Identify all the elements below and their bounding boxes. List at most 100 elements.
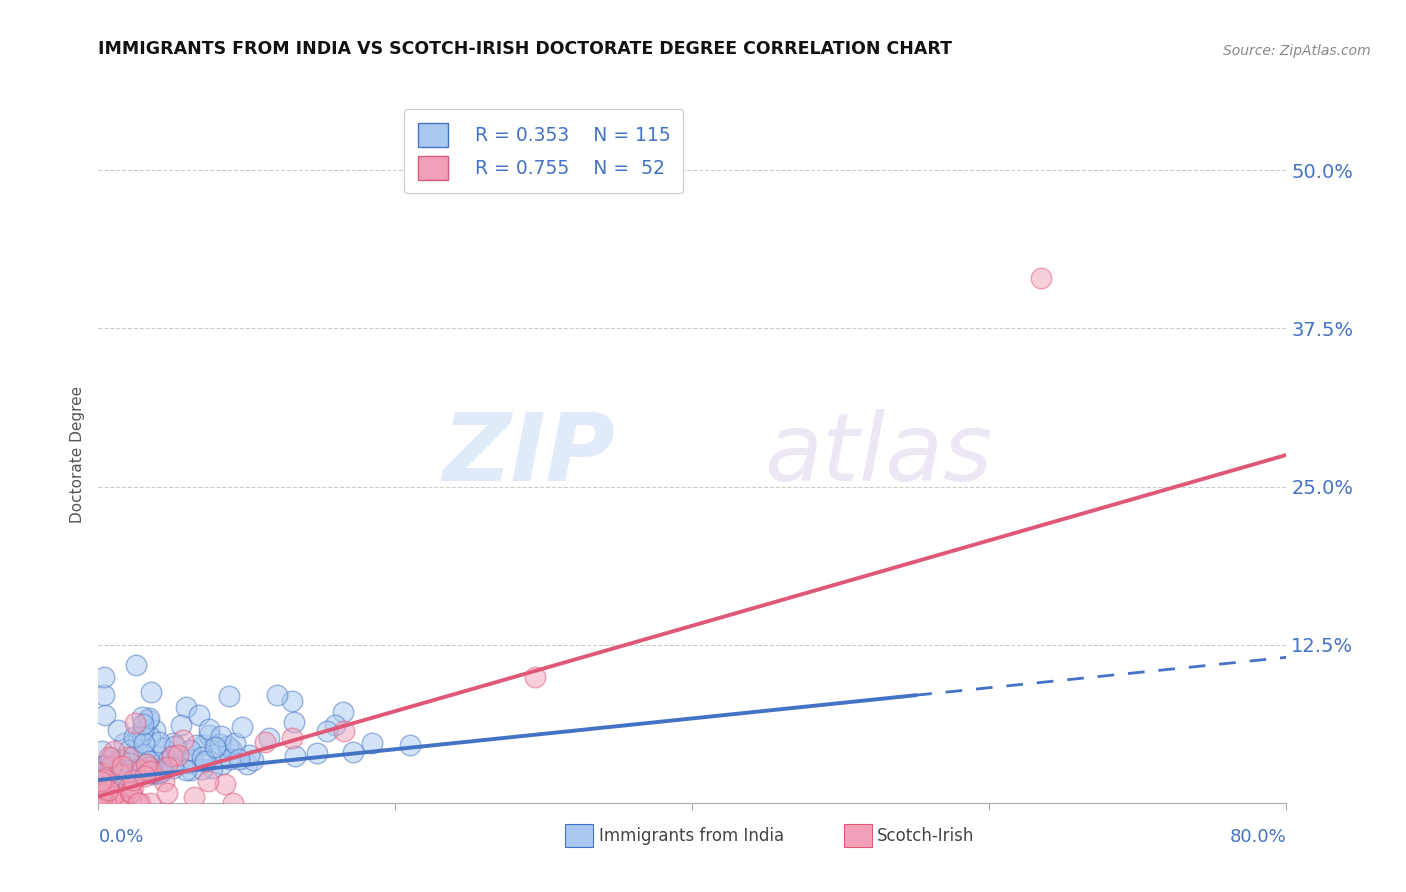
Point [332,706,354,720]
Point [148,763,170,777]
Point [112,736,135,750]
Point [93,689,115,703]
Point [90,744,112,758]
Point [143,723,166,737]
Text: Source: ZipAtlas.com: Source: ZipAtlas.com [1223,44,1371,58]
Point [211,757,233,772]
Point [118,780,141,794]
Point [122,749,145,764]
Point [100,751,122,765]
Point [139,764,162,779]
Text: atlas: atlas [763,409,993,500]
Point [93,671,115,685]
Point [93,768,115,782]
Point [198,722,221,736]
Point [111,796,134,810]
Point [156,753,179,767]
Point [218,689,240,703]
Point [325,718,347,732]
Text: Immigrants from India: Immigrants from India [599,827,785,845]
Point [90,759,112,773]
Point [231,720,253,734]
Point [281,731,304,746]
Point [174,763,197,777]
Point [103,756,125,770]
Point [127,732,149,747]
Point [91,796,114,810]
Point [108,766,131,780]
Point [117,750,139,764]
Point [108,795,131,809]
Point [100,759,122,773]
Point [183,789,205,804]
Point [115,763,138,777]
Point [117,764,139,779]
Point [138,760,160,774]
Point [283,715,305,730]
Point [191,762,214,776]
Point [138,711,160,725]
Point [90,766,112,780]
Point [305,746,328,760]
Point [284,748,307,763]
Point [96,769,118,783]
Point [104,757,127,772]
Point [129,796,152,810]
Point [180,763,202,777]
Point [125,759,148,773]
Point [190,750,212,764]
Point [124,765,146,780]
Point [193,738,215,752]
Point [136,759,159,773]
Point [169,717,191,731]
Point [148,766,170,780]
Text: ZIP: ZIP [443,409,616,501]
Point [194,754,217,768]
Point [122,772,145,787]
Point [242,753,264,767]
Point [188,707,211,722]
Text: 80.0%: 80.0% [1230,828,1286,846]
Point [399,738,422,752]
Point [221,796,243,810]
Point [129,764,152,778]
Point [138,754,160,768]
Point [316,724,339,739]
Point [90,765,112,780]
Point [228,752,250,766]
Point [361,736,384,750]
Point [108,767,131,781]
Point [224,736,246,750]
Point [207,744,229,758]
Point [96,796,118,810]
Point [156,786,179,800]
Point [184,738,207,752]
Y-axis label: Doctorate Degree: Doctorate Degree [69,386,84,524]
Point [125,657,148,672]
Point [103,744,125,758]
Point [97,783,120,797]
Point [152,773,174,788]
Point [132,747,155,761]
Point [136,757,159,772]
Point [236,757,259,772]
Point [124,715,146,730]
Point [118,785,141,799]
Point [523,670,546,684]
Point [91,759,114,773]
Point [90,787,112,801]
Point [121,785,143,799]
Point [342,745,364,759]
Point [172,733,194,747]
Point [139,730,162,744]
Point [107,789,129,803]
Legend:   R = 0.353    N = 115,   R = 0.755    N =  52: R = 0.353 N = 115, R = 0.755 N = 52 [405,110,683,194]
Point [266,688,288,702]
Point [111,759,134,773]
Point [118,742,141,756]
Point [132,717,155,731]
Point [136,714,159,728]
Point [1031,270,1053,285]
Text: IMMIGRANTS FROM INDIA VS SCOTCH-IRISH DOCTORATE DEGREE CORRELATION CHART: IMMIGRANTS FROM INDIA VS SCOTCH-IRISH DO… [98,40,952,58]
Point [131,728,153,742]
